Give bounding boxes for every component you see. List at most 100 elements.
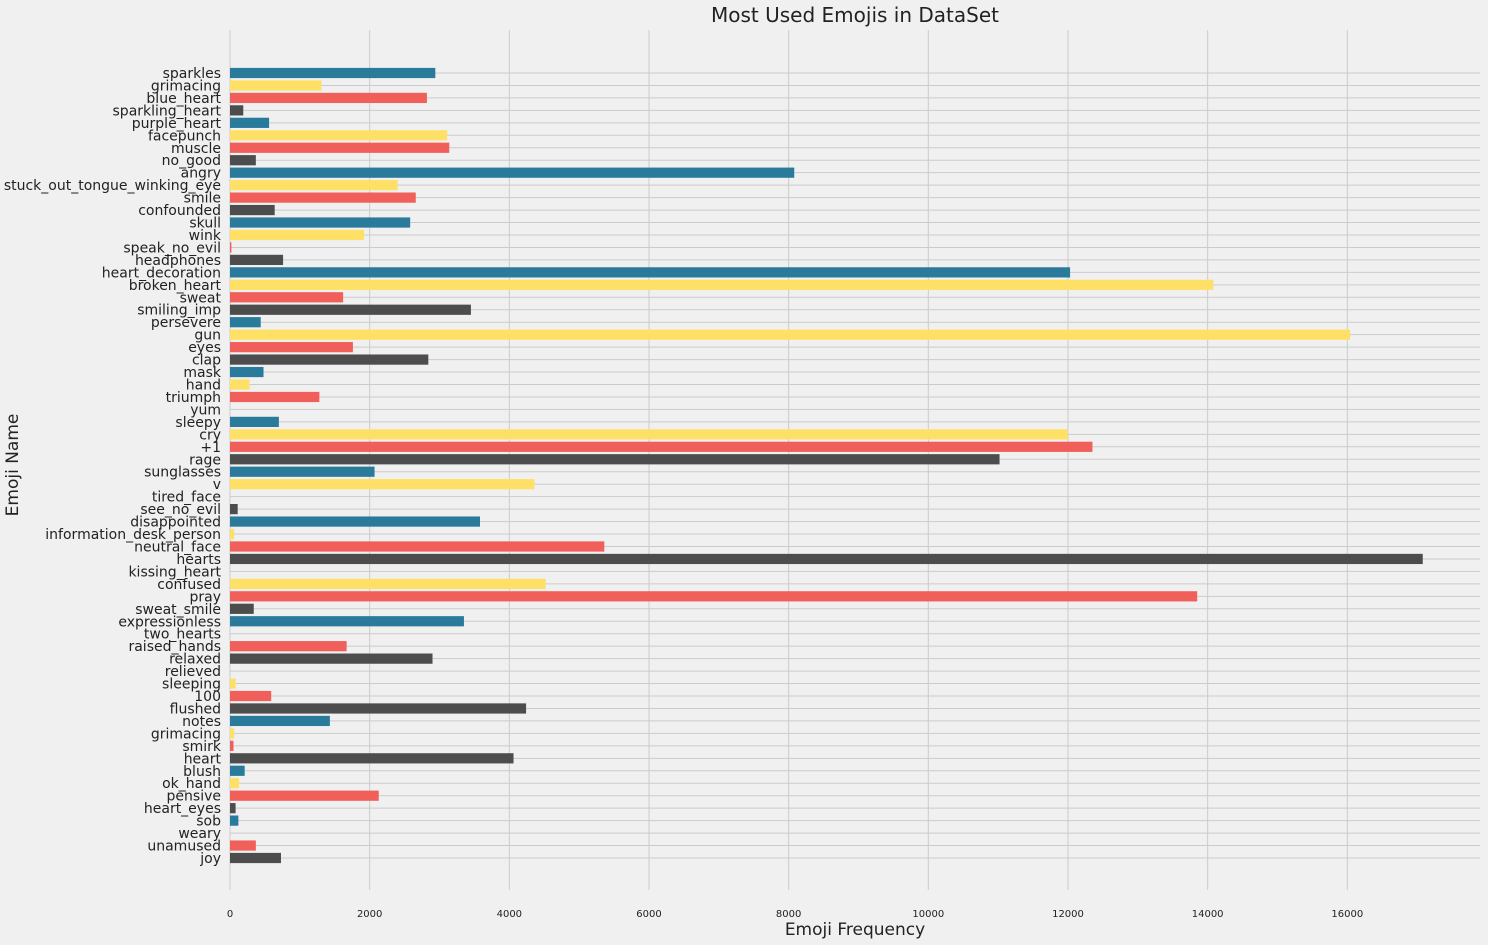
y-tick-label: smile [184,191,221,207]
x-tick-label: 16000 [1331,909,1363,920]
y-tick-label: +1 [200,440,221,456]
bar-smirk [230,740,234,751]
bar-heart_decoration [230,267,1071,278]
x-tick-label: 8000 [776,909,801,920]
x-axis-label: Emoji Frequency [785,920,925,940]
bar-sob [230,815,239,826]
chart-title: Most Used Emojis in DataSet [711,3,999,27]
y-tick-label: clap [192,353,221,369]
y-tick-label: relieved [165,664,221,680]
bar-+1 [230,441,1093,452]
y-tick-label: confused [157,577,221,593]
x-tick-label: 14000 [1192,909,1224,920]
y-tick-label: cry [199,427,221,443]
x-tick-label: 10000 [912,909,944,920]
y-tick-label: kissing_heart [128,564,221,580]
bar-stuck_out_tongue_winking_eye [230,180,398,191]
y-tick-label: unamused [147,839,221,855]
y-tick-label: pray [189,589,221,605]
bar-joy [230,852,281,864]
y-tick-label: grimacing [151,78,221,94]
bar-heart_eyes [230,803,236,814]
y-tick-label: weary [178,826,221,842]
bar-grimacing [230,728,235,739]
y-tick-label: no_good [162,153,221,169]
y-tick-label: disappointed [130,515,221,531]
x-tick-label: 4000 [497,909,522,920]
bar-ok_hand [230,778,240,789]
y-tick-label: joy [199,851,221,867]
bar-confused [230,578,546,589]
bar-sweat [230,292,344,303]
y-tick-label: purple_heart [132,116,222,132]
bar-sweat_smile [230,603,254,614]
y-tick-label: sleeping [162,677,221,693]
bar-cry [230,429,1068,440]
bar-relaxed [230,653,433,664]
y-tick-label: confounded [138,203,221,219]
bar-wink [230,229,365,241]
x-tick-label: 6000 [636,909,661,920]
y-tick-label: two_hearts [144,627,221,643]
bar-gun [230,329,1351,340]
bar-sunglasses [230,466,375,477]
y-tick-label: heart [184,751,222,767]
y-tick-label: see_no_evil [140,502,221,518]
bar-unamused [230,840,256,851]
y-tick-label: sparkles [163,66,221,82]
y-tick-label: wink [189,228,222,244]
bar-sleepy [230,416,279,427]
y-tick-label: hand [186,378,221,394]
y-tick-label: raised_hands [128,639,221,655]
x-tick-label: 0 [227,909,233,920]
y-tick-label: yum [190,402,221,418]
bar-triumph [230,391,320,403]
bar-mask [230,366,264,378]
y-tick-labels: joyunamusedwearysobheart_eyespensiveok_h… [4,66,222,867]
bar-disappointed [230,516,480,527]
y-tick-label: smirk [182,739,222,755]
bar-heart [230,753,514,764]
y-tick-label: 100 [194,689,221,705]
y-tick-label: speak_no_evil [123,240,221,256]
bar-100 [230,690,272,702]
bar-angry [230,167,795,178]
x-tick-label: 12000 [1052,909,1084,920]
bar-raised_hands [230,641,347,652]
bar-facepunch [230,130,448,141]
y-tick-label: blue_heart [146,91,221,107]
bar-no_good [230,155,256,166]
y-tick-label: broken_heart [129,278,222,294]
bar-hearts [230,553,1423,565]
y-tick-label: eyes [188,340,221,356]
y-tick-label: heart_eyes [144,801,221,817]
y-tick-label: sweat [180,290,222,306]
bar-purple_heart [230,117,270,128]
grid-lines [229,30,1480,890]
bar-headphones [230,254,284,266]
y-tick-label: triumph [166,390,221,406]
y-tick-label: gun [194,328,221,344]
x-tick-labels: 0 2000 4000 6000 8000 10000 12000 14000 16000 [227,909,1363,920]
bar-sparkles [230,67,436,79]
bars [230,67,1423,864]
bar-pray [230,591,1198,602]
y-tick-label: flushed [170,701,221,717]
bar-expressionless [230,616,464,627]
bar-blue_heart [230,92,427,104]
y-tick-label: mask [183,365,222,381]
bar-skull [230,217,411,228]
bar-sparkling_heart [230,105,244,116]
bar-pensive [230,790,379,801]
y-tick-label: hearts [176,552,221,568]
bar-information_desk_person [230,528,235,540]
bar-confounded [230,204,275,216]
y-tick-label: notes [182,714,221,730]
y-tick-label: muscle [171,141,221,157]
bar-muscle [230,142,450,153]
y-tick-label: neutral_face [134,539,221,555]
y-tick-label: persevere [151,315,221,331]
bar-notes [230,715,330,727]
bar-speak_no_evil [230,242,232,253]
y-tick-label: sparkling_heart [113,103,222,119]
